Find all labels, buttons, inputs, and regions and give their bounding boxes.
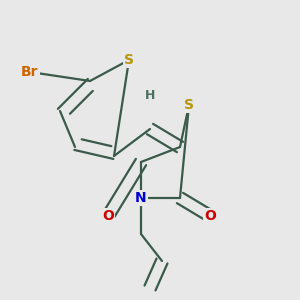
- Text: O: O: [102, 209, 114, 223]
- Text: Br: Br: [21, 65, 39, 79]
- Text: S: S: [184, 98, 194, 112]
- Text: O: O: [204, 209, 216, 223]
- Text: H: H: [145, 89, 155, 103]
- Text: N: N: [135, 191, 147, 205]
- Text: S: S: [124, 53, 134, 67]
